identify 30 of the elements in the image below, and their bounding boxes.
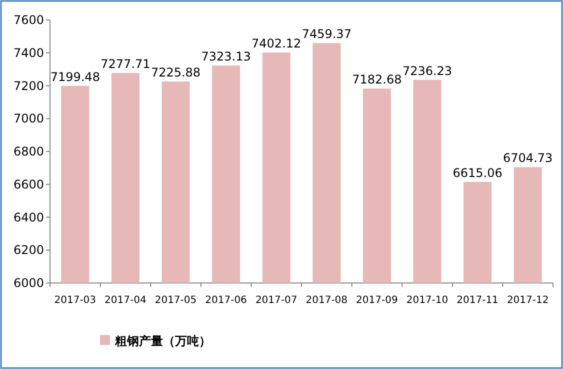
data-label: 7236.23 [402,64,452,78]
x-tick-label: 2017-08 [306,295,348,306]
data-label: 7402.12 [252,36,302,51]
y-tick-label: 6400 [13,210,44,224]
y-tick-label: 7200 [13,78,44,93]
x-tick-label: 2017-11 [456,295,498,306]
x-tick-label: 2017-09 [356,295,398,306]
y-tick-label: 7400 [13,46,44,60]
x-tick-label: 2017-05 [154,295,197,306]
y-tick-label: 6000 [13,276,44,290]
x-tick-label: 2017-03 [54,295,96,306]
x-tick-label: 2017-04 [104,295,146,306]
legend-label: 粗钢产量（万吨） [114,334,211,348]
y-tick-label: 6800 [13,144,44,158]
data-label: 7182.68 [352,72,402,87]
data-label: 7277.71 [100,56,150,71]
data-label: 6704.73 [503,151,553,166]
y-tick-label: 7000 [13,112,44,126]
data-label: 7199.48 [50,70,100,84]
x-tick-label: 2017-10 [406,295,448,306]
y-tick-label: 6600 [13,177,44,192]
data-label: 6615.06 [452,166,502,180]
data-label: 7459.37 [302,27,352,42]
x-tick-label: 2017-07 [255,295,298,306]
y-tick-label: 7600 [13,13,44,27]
data-label: 7323.13 [201,50,251,64]
data-label: 7225.88 [150,65,201,80]
x-tick-label: 2017-12 [506,295,549,306]
y-tick-label: 6200 [13,243,44,258]
x-tick-label: 2017-06 [205,295,247,306]
